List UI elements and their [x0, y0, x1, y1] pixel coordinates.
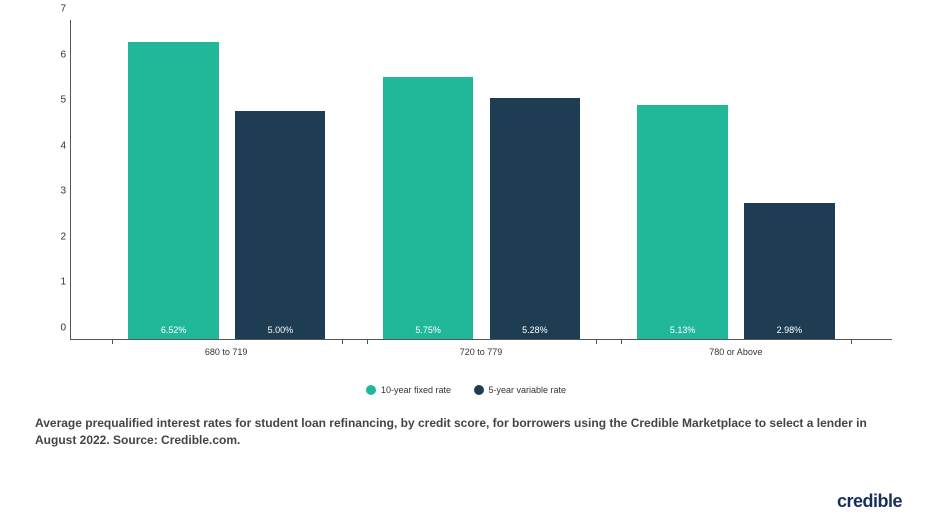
y-tick-label: 3 [51, 186, 66, 197]
y-tick-label: 6 [51, 49, 66, 60]
bar-value-label: 2.98% [744, 325, 834, 335]
y-tick-label: 5 [51, 95, 66, 106]
bar-value-label: 5.28% [490, 325, 580, 335]
bar-value-label: 5.75% [383, 325, 473, 335]
x-tick-label: 720 to 779 [460, 347, 503, 357]
bar: 5.75% [383, 77, 473, 339]
legend-swatch-fixed [366, 385, 376, 395]
bar: 5.00% [235, 111, 325, 339]
bar: 5.28% [490, 98, 580, 339]
y-tick-label: 1 [51, 277, 66, 288]
chart-caption: Average prequalified interest rates for … [30, 415, 902, 449]
legend-swatch-variable [474, 385, 484, 395]
legend-item-fixed: 10-year fixed rate [366, 385, 451, 395]
bar: 6.52% [128, 42, 218, 339]
x-tick-mark [851, 339, 852, 344]
x-tick-mark [342, 339, 343, 344]
bar-value-label: 6.52% [128, 325, 218, 335]
bar-value-label: 5.13% [637, 325, 727, 335]
x-tick-mark [367, 339, 368, 344]
y-tick-label: 4 [51, 140, 66, 151]
credible-logo: credible [837, 491, 902, 512]
y-tick-label: 7 [51, 4, 66, 15]
x-tick-mark [112, 339, 113, 344]
bar: 2.98% [744, 203, 834, 339]
bar-value-label: 5.00% [235, 325, 325, 335]
x-tick-mark [621, 339, 622, 344]
chart-container: 012345676.52%5.00%5.75%5.28%5.13%2.98% 6… [70, 20, 892, 360]
plot-area: 012345676.52%5.00%5.75%5.28%5.13%2.98% [70, 20, 892, 340]
y-tick-label: 2 [51, 231, 66, 242]
y-tick-label: 0 [51, 323, 66, 334]
x-tick-label: 780 or Above [709, 347, 762, 357]
x-tick-label: 680 to 719 [205, 347, 248, 357]
x-tick-mark [596, 339, 597, 344]
legend-label-variable: 5-year variable rate [489, 385, 567, 395]
legend-item-variable: 5-year variable rate [474, 385, 567, 395]
bar: 5.13% [637, 105, 727, 339]
legend: 10-year fixed rate 5-year variable rate [30, 385, 902, 397]
legend-label-fixed: 10-year fixed rate [381, 385, 451, 395]
